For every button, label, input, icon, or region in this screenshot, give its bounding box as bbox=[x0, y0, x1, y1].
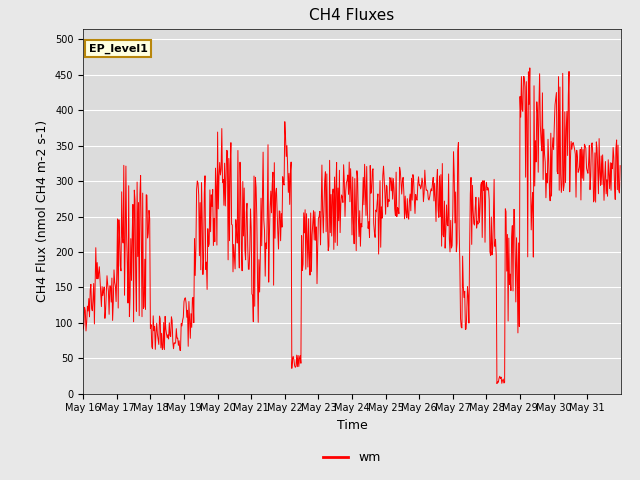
X-axis label: Time: Time bbox=[337, 419, 367, 432]
Text: EP_level1: EP_level1 bbox=[88, 43, 147, 54]
Legend: wm: wm bbox=[318, 446, 386, 469]
Y-axis label: CH4 Flux (nmol CH4 m-2 s-1): CH4 Flux (nmol CH4 m-2 s-1) bbox=[36, 120, 49, 302]
Title: CH4 Fluxes: CH4 Fluxes bbox=[309, 9, 395, 24]
